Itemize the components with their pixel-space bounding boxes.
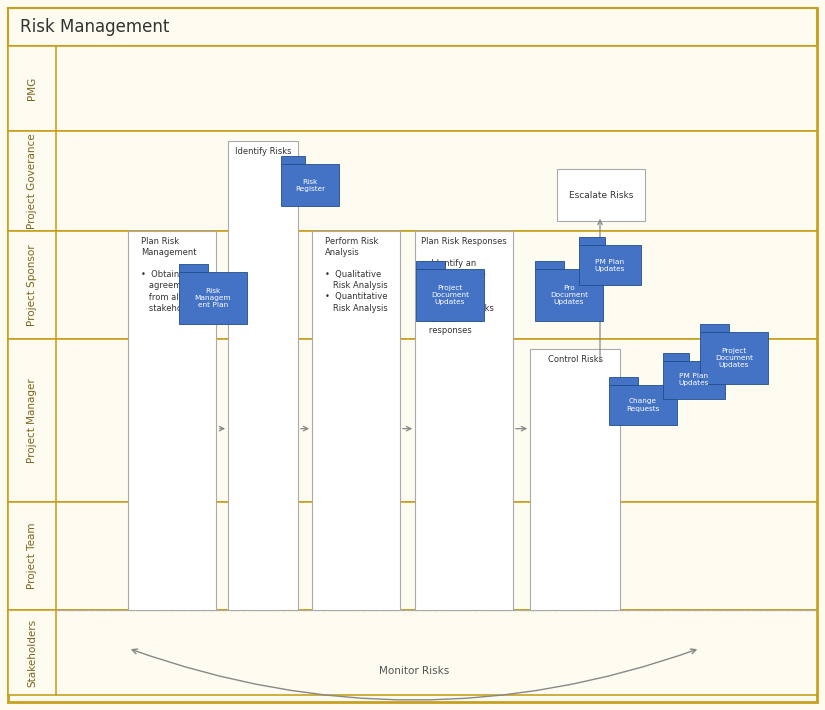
- FancyBboxPatch shape: [557, 169, 645, 221]
- Text: Change
Requests: Change Requests: [626, 398, 660, 412]
- FancyBboxPatch shape: [8, 8, 817, 46]
- FancyBboxPatch shape: [8, 231, 817, 339]
- FancyBboxPatch shape: [8, 502, 817, 610]
- Text: Stakeholders: Stakeholders: [27, 618, 37, 687]
- Text: Project Team: Project Team: [27, 523, 37, 589]
- FancyBboxPatch shape: [415, 231, 513, 610]
- Text: Control Risks: Control Risks: [548, 355, 602, 364]
- FancyBboxPatch shape: [281, 164, 339, 206]
- Text: Risk
Register: Risk Register: [295, 178, 325, 192]
- Text: PM Plan
Updates: PM Plan Updates: [679, 373, 709, 386]
- Text: Risk
Managem
ent Plan: Risk Managem ent Plan: [195, 288, 231, 308]
- FancyBboxPatch shape: [663, 361, 725, 399]
- FancyBboxPatch shape: [8, 131, 817, 231]
- Text: PMG: PMG: [27, 77, 37, 100]
- Text: Plan Risk Responses

•  Identify an
   owner for the
   risk response
•  Define : Plan Risk Responses • Identify an owner …: [421, 237, 507, 335]
- Text: Project Sponsor: Project Sponsor: [27, 244, 37, 326]
- FancyBboxPatch shape: [579, 237, 605, 245]
- Text: Perform Risk
Analysis

•  Qualitative
   Risk Analysis
•  Quantitative
   Risk A: Perform Risk Analysis • Qualitative Risk…: [324, 237, 388, 312]
- FancyBboxPatch shape: [8, 610, 817, 695]
- FancyBboxPatch shape: [8, 339, 817, 502]
- FancyBboxPatch shape: [579, 245, 641, 285]
- FancyBboxPatch shape: [663, 353, 689, 361]
- FancyBboxPatch shape: [312, 231, 400, 610]
- FancyBboxPatch shape: [179, 264, 208, 272]
- FancyBboxPatch shape: [179, 272, 247, 324]
- FancyBboxPatch shape: [281, 156, 305, 164]
- FancyBboxPatch shape: [128, 231, 216, 610]
- Text: Monitor Risks: Monitor Risks: [379, 666, 449, 676]
- FancyBboxPatch shape: [228, 141, 298, 610]
- FancyBboxPatch shape: [530, 349, 620, 610]
- Text: Escalate Risks: Escalate Risks: [568, 190, 634, 200]
- Text: Project Goverance: Project Goverance: [27, 133, 37, 229]
- FancyBboxPatch shape: [535, 269, 603, 321]
- FancyBboxPatch shape: [416, 261, 445, 269]
- FancyBboxPatch shape: [609, 385, 677, 425]
- Text: Project Manager: Project Manager: [27, 378, 37, 463]
- Text: Risk Management: Risk Management: [20, 18, 169, 36]
- Text: Plan Risk
Management

•  Obtain
   agreement
   from all
   stakeholders: Plan Risk Management • Obtain agreement …: [141, 237, 203, 312]
- FancyBboxPatch shape: [700, 332, 768, 384]
- FancyBboxPatch shape: [609, 377, 638, 385]
- FancyBboxPatch shape: [8, 46, 817, 131]
- FancyBboxPatch shape: [416, 269, 484, 321]
- FancyBboxPatch shape: [8, 8, 817, 702]
- FancyBboxPatch shape: [535, 261, 563, 269]
- Text: Project
Document
Updates: Project Document Updates: [715, 348, 753, 368]
- Text: Identify Risks: Identify Risks: [235, 147, 291, 156]
- Text: Project
Document
Updates: Project Document Updates: [431, 285, 469, 305]
- FancyBboxPatch shape: [700, 324, 728, 332]
- Text: PM Plan
Updates: PM Plan Updates: [595, 258, 625, 271]
- Text: Pro
Document
Updates: Pro Document Updates: [550, 285, 588, 305]
